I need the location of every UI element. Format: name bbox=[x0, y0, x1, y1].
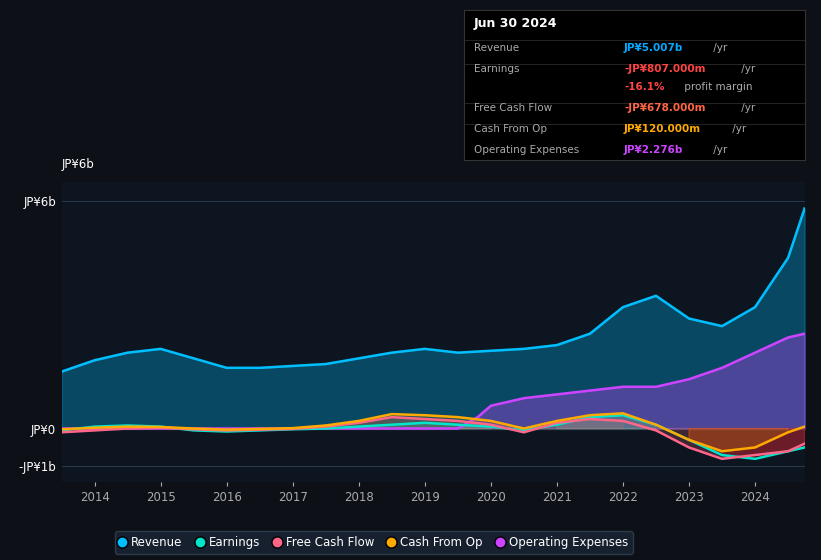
Text: /yr: /yr bbox=[738, 102, 756, 113]
Text: /yr: /yr bbox=[710, 144, 727, 155]
Text: /yr: /yr bbox=[738, 63, 756, 73]
Text: Free Cash Flow: Free Cash Flow bbox=[474, 102, 553, 113]
Text: JP¥6b: JP¥6b bbox=[62, 158, 94, 171]
Text: JP¥120.000m: JP¥120.000m bbox=[624, 124, 701, 134]
Text: Revenue: Revenue bbox=[474, 43, 519, 53]
Text: -JP¥678.000m: -JP¥678.000m bbox=[624, 102, 705, 113]
Text: Jun 30 2024: Jun 30 2024 bbox=[474, 17, 557, 30]
Text: /yr: /yr bbox=[729, 124, 746, 134]
Text: Operating Expenses: Operating Expenses bbox=[474, 144, 580, 155]
Text: JP¥5.007b: JP¥5.007b bbox=[624, 43, 683, 53]
Text: Cash From Op: Cash From Op bbox=[474, 124, 547, 134]
Text: Earnings: Earnings bbox=[474, 63, 520, 73]
Text: /yr: /yr bbox=[710, 43, 727, 53]
Text: JP¥2.276b: JP¥2.276b bbox=[624, 144, 683, 155]
Legend: Revenue, Earnings, Free Cash Flow, Cash From Op, Operating Expenses: Revenue, Earnings, Free Cash Flow, Cash … bbox=[115, 531, 633, 554]
Text: -16.1%: -16.1% bbox=[624, 82, 664, 91]
Text: -JP¥807.000m: -JP¥807.000m bbox=[624, 63, 705, 73]
Text: profit margin: profit margin bbox=[681, 82, 753, 91]
